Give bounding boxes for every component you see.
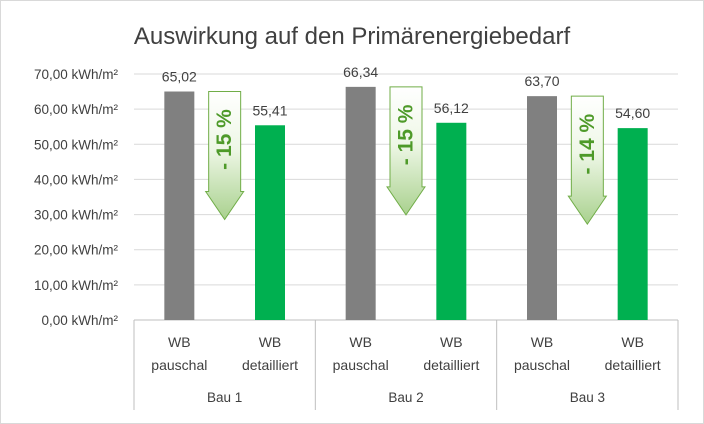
category-label-line2: pauschal xyxy=(514,357,570,373)
data-label: 65,02 xyxy=(162,69,197,85)
bar xyxy=(164,91,195,320)
y-tick-label: 40,00 kWh/m² xyxy=(34,172,119,187)
data-label: 56,12 xyxy=(434,100,469,116)
category-label-line2: detailliert xyxy=(605,357,661,373)
category-label-line2: detailliert xyxy=(242,357,298,373)
category-label-line2: pauschal xyxy=(333,357,389,373)
group-label: Bau 3 xyxy=(570,390,605,405)
reduction-arrow xyxy=(204,91,245,221)
y-tick-label: 10,00 kWh/m² xyxy=(34,278,119,293)
category-label-line1: WB xyxy=(440,334,463,350)
data-label: 63,70 xyxy=(524,73,559,89)
category-label-line2: detailliert xyxy=(423,357,479,373)
reduction-arrow xyxy=(567,95,608,226)
bar xyxy=(436,122,467,320)
group-label: Bau 2 xyxy=(388,390,423,405)
reduction-label: - 15 % xyxy=(213,109,236,170)
bar xyxy=(617,128,648,320)
category-label-line1: WB xyxy=(259,334,282,350)
category-label-line1: WB xyxy=(168,334,191,350)
y-tick-label: 60,00 kWh/m² xyxy=(34,102,119,117)
bar xyxy=(255,125,285,320)
y-tick-label: 20,00 kWh/m² xyxy=(34,243,119,258)
y-tick-label: 0,00 kWh/m² xyxy=(41,313,118,328)
category-label-line1: WB xyxy=(621,334,644,350)
group-label: Bau 1 xyxy=(207,390,242,405)
y-tick-label: 30,00 kWh/m² xyxy=(34,208,119,223)
y-tick-label: 70,00 kWh/m² xyxy=(34,67,119,82)
chart-title: Auswirkung auf den Primärenergiebedarf xyxy=(134,23,571,50)
y-tick-label: 50,00 kWh/m² xyxy=(34,137,119,152)
category-label-line1: WB xyxy=(349,334,372,350)
data-label: 55,41 xyxy=(252,102,287,118)
data-label: 66,34 xyxy=(343,64,378,80)
reduction-label: - 14 % xyxy=(576,113,599,174)
category-label-line1: WB xyxy=(531,334,554,350)
reduction-label: - 15 % xyxy=(395,104,418,165)
bar xyxy=(527,96,557,320)
data-label: 54,60 xyxy=(615,105,650,121)
category-label-line2: pauschal xyxy=(151,357,207,373)
bar xyxy=(345,86,376,320)
reduction-arrow xyxy=(386,86,426,216)
